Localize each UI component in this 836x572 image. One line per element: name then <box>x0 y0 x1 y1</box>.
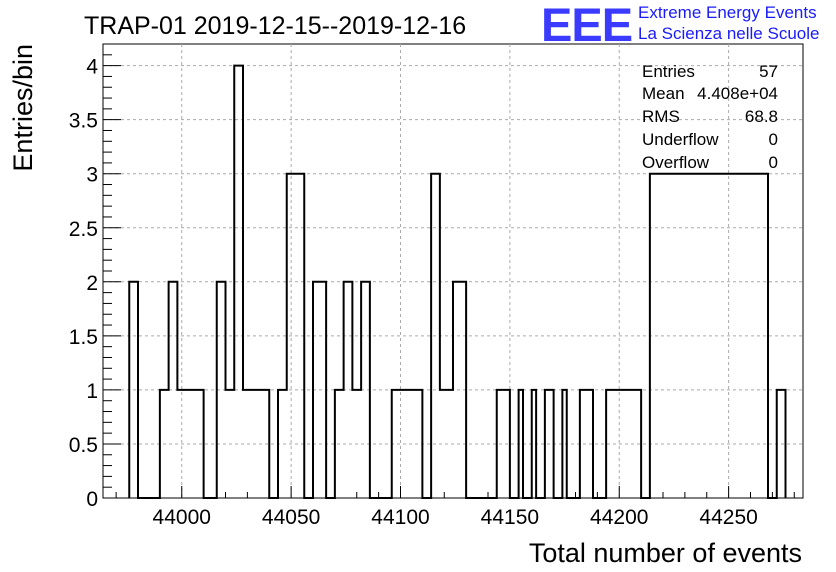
y-tick-label: 0 <box>86 488 98 511</box>
stats-mean-label: Mean <box>642 84 685 103</box>
y-axis-label: Entries/bin <box>8 44 38 172</box>
histogram-outline <box>128 64 787 499</box>
stats-rms-value: 68.8 <box>745 107 778 126</box>
y-tick-label: 1.5 <box>69 326 98 349</box>
y-tick-label: 2 <box>86 272 98 295</box>
stats-box: Entries 57 Mean 4.408e+04 RMS 68.8 Under… <box>642 62 778 172</box>
y-tick-label: 2.5 <box>69 218 98 241</box>
x-axis-label: Total number of events <box>529 538 802 568</box>
x-tick-label: 44200 <box>590 506 648 529</box>
tick-layer: 44000 44050 44100 44150 44200 44250 0 0.5 1 1.5 2 2… <box>69 43 795 529</box>
stats-overflow-value: 0 <box>769 153 778 172</box>
x-tick-label: 44100 <box>371 506 429 529</box>
chart-title: TRAP-01 2019-12-15--2019-12-16 <box>84 12 466 40</box>
stats-underflow-label: Underflow <box>642 130 719 149</box>
stats-entries-label: Entries <box>642 62 695 81</box>
plot-frame <box>102 43 804 499</box>
y-tick-label: 0.5 <box>69 434 98 457</box>
y-tick-label: 4 <box>86 56 98 79</box>
stats-underflow-value: 0 <box>769 130 778 149</box>
eee-logo-line2: La Scienza nelle Scuole <box>638 24 819 43</box>
y-tick-label: 3.5 <box>69 110 98 133</box>
stats-rms-label: RMS <box>642 107 680 126</box>
stats-overflow-label: Overflow <box>642 153 710 172</box>
eee-logo: EEE <box>541 0 632 51</box>
y-tick-label: 3 <box>86 164 98 187</box>
x-tick-label: 44000 <box>153 506 211 529</box>
x-tick-label: 44250 <box>699 506 757 529</box>
stats-mean-value: 4.408e+04 <box>697 84 778 103</box>
x-tick-label: 44050 <box>262 506 320 529</box>
eee-logo-line1: Extreme Energy Events <box>638 3 817 22</box>
y-tick-label: 1 <box>86 380 98 403</box>
stats-entries-value: 57 <box>759 62 778 81</box>
x-tick-label: 44150 <box>481 506 539 529</box>
